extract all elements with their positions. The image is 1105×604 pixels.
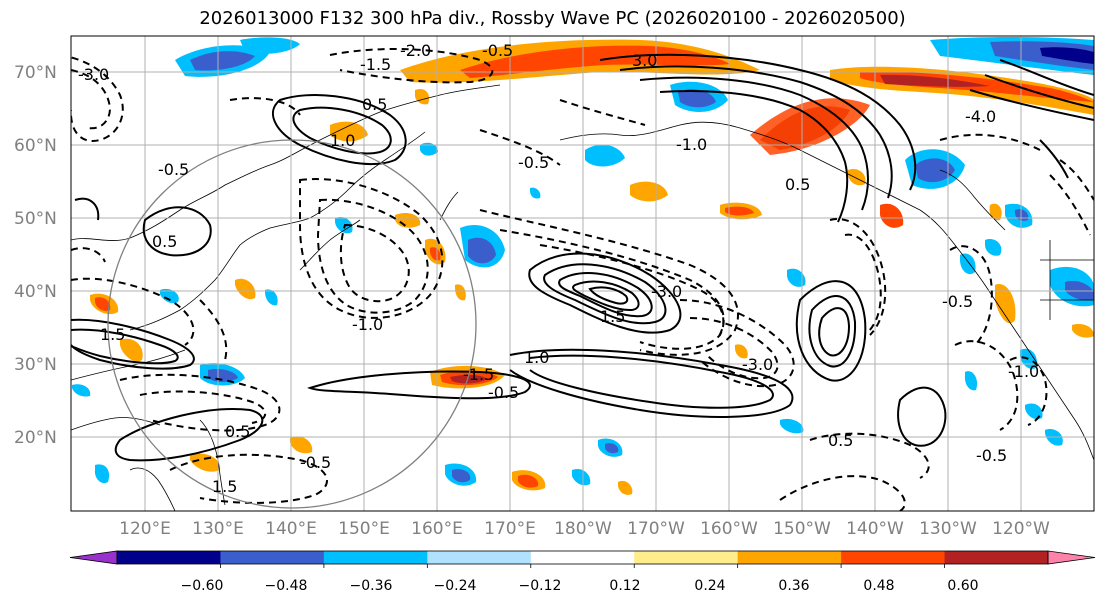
contour-label: -0.5 — [300, 453, 331, 472]
longitude-labels: 120°E 130°E 140°E 150°E 160°E 170°E 180°… — [119, 519, 1050, 539]
contour-label: 3.0 — [632, 51, 657, 70]
lat-label: 20°N — [14, 428, 57, 448]
lon-label: 130°W — [919, 519, 977, 539]
contour-labels: -2.0 -0.5 -1.5 -3.0 3.0 -4.0 0.5 -1.0 1.… — [78, 41, 1039, 496]
lat-label: 50°N — [14, 209, 57, 229]
map-panel: -2.0 -0.5 -1.5 -3.0 3.0 -4.0 0.5 -1.0 1.… — [71, 36, 1094, 511]
lon-label: 160°W — [700, 519, 758, 539]
lon-label: 130°E — [192, 519, 244, 539]
colorbar-tick-label: 0.36 — [778, 578, 809, 594]
colorbar-segment — [634, 551, 739, 564]
lat-label: 60°N — [14, 136, 57, 156]
contour-label: 1.5 — [212, 477, 237, 496]
colorbar-segment — [944, 551, 1049, 564]
region-circle — [107, 139, 477, 509]
lon-label: 140°E — [265, 519, 317, 539]
contour-label: -1.0 — [676, 135, 707, 154]
contour-label: 1.5 — [600, 307, 625, 326]
colorbar-segment — [220, 551, 325, 564]
lat-label: 70°N — [14, 63, 57, 83]
colorbar — [69, 550, 1096, 568]
contour-label: -3.0 — [78, 65, 109, 84]
colorbar-segment — [323, 551, 428, 564]
colorbar-tick-label: 0.60 — [947, 578, 978, 594]
colorbar-tick-label: 0.12 — [609, 578, 640, 594]
contour-label: -0.5 — [158, 160, 189, 179]
contour-label: -1.0 — [1008, 362, 1039, 381]
colorbar-segment — [427, 551, 532, 564]
lon-label: 140°W — [846, 519, 904, 539]
contour-label: 1.5 — [100, 325, 125, 344]
graticule — [71, 36, 1094, 511]
coastlines — [71, 84, 1094, 511]
colorbar-extend-low — [69, 550, 118, 565]
contour-label: -0.5 — [942, 292, 973, 311]
lon-label: 150°E — [338, 519, 390, 539]
contour-label: 0.5 — [828, 431, 853, 450]
contour-label: -3.0 — [651, 282, 682, 301]
contour-label: 1.0 — [330, 131, 355, 150]
lat-label: 30°N — [14, 355, 57, 375]
contour-label: 1.0 — [524, 348, 549, 367]
colorbar-frame — [116, 550, 1049, 565]
colorbar-tick-label: −0.36 — [350, 578, 393, 594]
lon-label: 120°E — [119, 519, 171, 539]
contour-label: 0.5 — [785, 175, 810, 194]
divergence-shading — [72, 37, 1094, 495]
contour-label: -0.5 — [976, 446, 1007, 465]
lon-label: 150°W — [773, 519, 831, 539]
contour-label: -1.0 — [352, 315, 383, 334]
contour-label: -0.5 — [518, 153, 549, 172]
colorbar-tick-label: −0.48 — [265, 578, 308, 594]
contour-label: 0.5 — [362, 95, 387, 114]
negative-contours — [71, 48, 1094, 511]
lon-label: 170°E — [484, 519, 536, 539]
lon-label: 120°W — [992, 519, 1050, 539]
lon-label: 180°W — [554, 519, 612, 539]
contour-label: 0.5 — [225, 422, 250, 441]
colorbar-segment — [737, 551, 842, 564]
lat-label: 40°N — [14, 282, 57, 302]
figure-title: 2026013000 F132 300 hPa div., Rossby Wav… — [199, 8, 906, 29]
contour-label: 0.5 — [152, 232, 177, 251]
contour-label: -1.5 — [463, 365, 494, 384]
colorbar-tick-label: 0.48 — [863, 578, 894, 594]
map-frame — [70, 35, 1095, 512]
positive-contours — [71, 53, 1094, 462]
colorbar-segment — [117, 551, 221, 564]
colorbar-tick-label: −0.24 — [434, 578, 477, 594]
colorbar-tick-label: −0.12 — [519, 578, 562, 594]
contour-label: -1.5 — [360, 55, 391, 74]
colorbar-labels: −0.60 −0.48 −0.36 −0.24 −0.12 0.12 0.24 … — [181, 578, 979, 594]
colorbar-extend-high — [1047, 550, 1096, 565]
contour-label: -2.0 — [400, 41, 431, 60]
contour-label: -0.5 — [482, 41, 513, 60]
latitude-labels: 70°N 60°N 50°N 40°N 30°N 20°N — [14, 63, 57, 448]
contour-label: -4.0 — [965, 107, 996, 126]
colorbar-segment — [841, 551, 946, 564]
colorbar-tick-label: −0.60 — [181, 578, 224, 594]
lon-label: 160°E — [411, 519, 463, 539]
contour-label: -3.0 — [742, 355, 773, 374]
contour-label: -0.5 — [488, 383, 519, 402]
lon-label: 170°W — [627, 519, 685, 539]
colorbar-segment — [530, 551, 635, 564]
colorbar-tick-label: 0.24 — [694, 578, 725, 594]
